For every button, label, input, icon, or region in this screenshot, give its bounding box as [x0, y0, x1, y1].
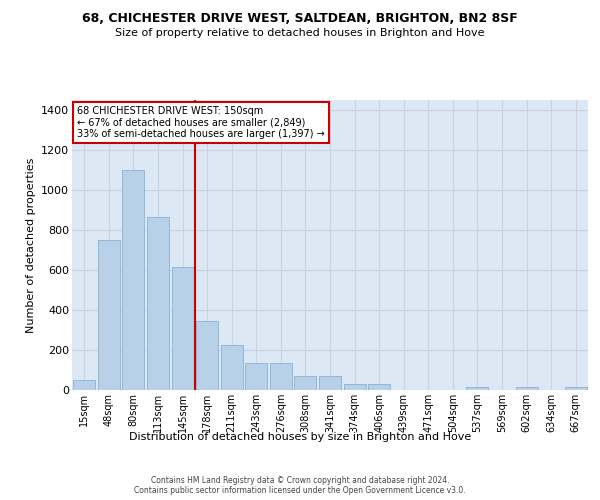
Bar [344, 384, 365, 390]
Bar [221, 345, 243, 390]
Text: Contains public sector information licensed under the Open Government Licence v3: Contains public sector information licen… [134, 486, 466, 495]
Text: 68, CHICHESTER DRIVE WEST, SALTDEAN, BRIGHTON, BN2 8SF: 68, CHICHESTER DRIVE WEST, SALTDEAN, BRI… [82, 12, 518, 26]
Bar [466, 387, 488, 390]
Bar [368, 384, 390, 390]
Text: Size of property relative to detached houses in Brighton and Hove: Size of property relative to detached ho… [115, 28, 485, 38]
Text: Distribution of detached houses by size in Brighton and Hove: Distribution of detached houses by size … [129, 432, 471, 442]
Bar [196, 321, 218, 390]
Bar [245, 363, 268, 390]
Y-axis label: Number of detached properties: Number of detached properties [26, 158, 35, 332]
Bar [73, 380, 95, 390]
Bar [565, 387, 587, 390]
Bar [147, 217, 169, 390]
Bar [515, 387, 538, 390]
Bar [319, 376, 341, 390]
Bar [98, 240, 120, 390]
Bar [295, 376, 316, 390]
Text: 68 CHICHESTER DRIVE WEST: 150sqm
← 67% of detached houses are smaller (2,849)
33: 68 CHICHESTER DRIVE WEST: 150sqm ← 67% o… [77, 106, 325, 139]
Text: Contains HM Land Registry data © Crown copyright and database right 2024.: Contains HM Land Registry data © Crown c… [151, 476, 449, 485]
Bar [172, 267, 194, 390]
Bar [270, 363, 292, 390]
Bar [122, 170, 145, 390]
